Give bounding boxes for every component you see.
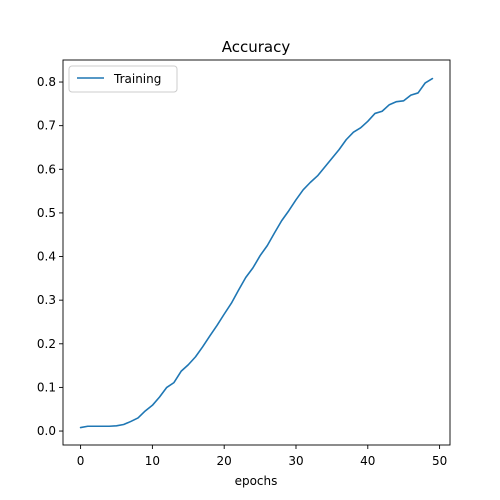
y-tick-label: 0.8 — [37, 75, 56, 89]
plot-area — [79, 77, 434, 429]
x-axis-label: epochs — [235, 474, 278, 488]
legend-label-training: Training — [113, 72, 161, 86]
y-tick-label: 0.5 — [37, 206, 56, 220]
plot-frame — [62, 59, 451, 446]
x-axis: 0 10 20 30 40 50 — [77, 445, 447, 468]
legend: Training — [68, 65, 178, 93]
x-tick-label: 20 — [217, 454, 232, 468]
y-tick-label: 0.3 — [37, 293, 56, 307]
y-tick-label: 0.6 — [37, 162, 56, 176]
x-tick-label: 0 — [77, 454, 85, 468]
series-line-training — [79, 77, 434, 429]
y-axis: 0.0 0.1 0.2 0.3 0.4 0.5 0.6 0.7 0.8 — [37, 75, 63, 438]
legend-box — [68, 65, 178, 93]
y-tick-label: 0.4 — [37, 250, 56, 264]
chart-title: Accuracy — [222, 38, 291, 56]
x-tick-label: 50 — [432, 454, 447, 468]
y-tick-label: 0.0 — [37, 424, 56, 438]
y-tick-label: 0.2 — [37, 337, 56, 351]
x-tick-label: 30 — [288, 454, 303, 468]
y-tick-label: 0.1 — [37, 380, 56, 394]
y-tick-label: 0.7 — [37, 119, 56, 133]
x-tick-label: 40 — [360, 454, 375, 468]
x-tick-label: 10 — [145, 454, 160, 468]
